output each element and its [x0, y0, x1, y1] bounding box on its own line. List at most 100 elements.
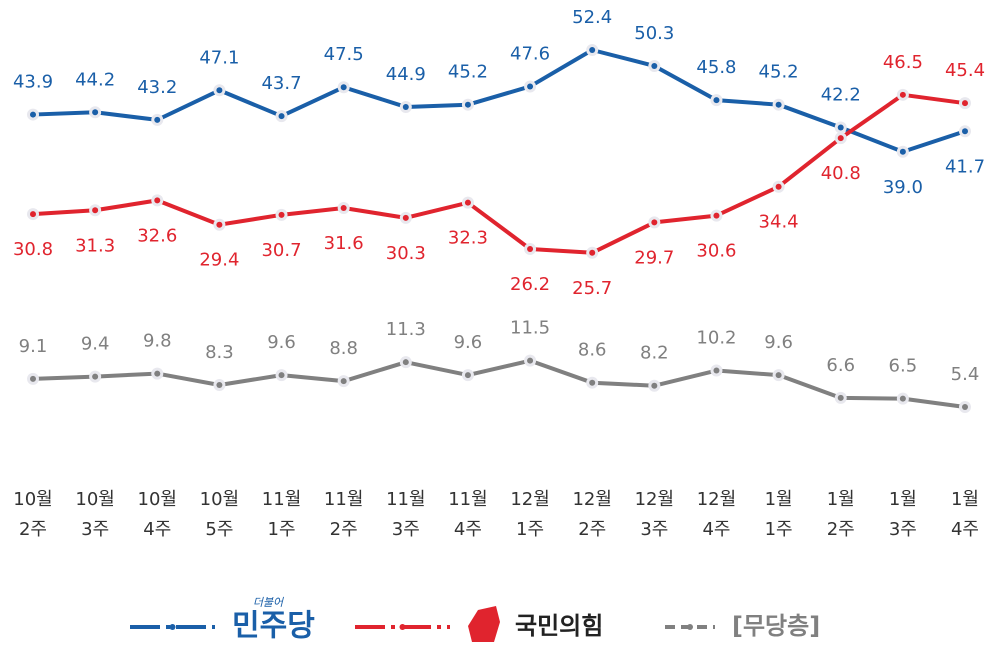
data-label: 26.2 — [510, 274, 550, 295]
legend-dot — [399, 624, 406, 630]
x-tick-label: 1월 2주 — [827, 489, 855, 540]
point — [527, 357, 534, 364]
point — [837, 124, 844, 131]
point — [278, 113, 285, 120]
data-label: 6.6 — [826, 355, 855, 376]
data-label: 45.4 — [945, 60, 985, 81]
data-label: 43.9 — [13, 72, 53, 93]
point — [527, 246, 534, 253]
x-tick-label: 12월 4주 — [697, 489, 736, 540]
x-tick-label: 1월 3주 — [889, 489, 917, 540]
data-label: 6.5 — [889, 356, 918, 377]
data-label: 29.7 — [634, 247, 674, 268]
data-label: 50.3 — [634, 23, 674, 44]
data-label: 44.9 — [386, 64, 426, 85]
data-label: 42.2 — [821, 84, 861, 105]
x-tick-label: 11월 2주 — [324, 489, 363, 540]
data-label: 45.8 — [696, 57, 736, 78]
point — [340, 84, 347, 91]
point — [92, 109, 99, 116]
data-label: 39.0 — [883, 177, 923, 198]
data-label: 45.2 — [448, 62, 488, 83]
series-line — [32, 92, 966, 255]
data-label: 32.3 — [448, 228, 488, 249]
point — [899, 148, 906, 155]
logo-caption: 더불어 — [253, 596, 285, 609]
point — [30, 111, 36, 118]
point — [464, 101, 471, 108]
data-label: 8.3 — [205, 342, 234, 363]
legend-dot — [687, 624, 693, 630]
point — [527, 83, 534, 90]
data-label: 8.8 — [329, 338, 358, 359]
legend-label: 민주당 — [232, 609, 315, 644]
point — [154, 116, 161, 123]
point — [216, 221, 223, 228]
point — [962, 128, 968, 135]
legend-label: 국민의힘 — [515, 612, 603, 640]
x-tick-label: 10월 2주 — [13, 489, 52, 540]
point — [651, 382, 658, 389]
x-tick-label: 10월 5주 — [200, 489, 239, 540]
x-tick-label: 12월 3주 — [635, 489, 674, 540]
data-label: 25.7 — [572, 278, 612, 299]
legend-dot — [169, 624, 176, 630]
point — [340, 204, 347, 211]
point — [464, 199, 471, 206]
point — [651, 62, 658, 69]
point — [962, 404, 968, 410]
data-label: 44.2 — [75, 69, 115, 90]
data-label: 5.4 — [951, 364, 980, 385]
x-tick-label: 1월 1주 — [765, 489, 793, 540]
data-label: 9.4 — [81, 334, 110, 355]
point — [651, 219, 658, 226]
point — [775, 372, 782, 379]
data-label: 29.4 — [199, 250, 239, 271]
legend-label: [무당층] — [732, 612, 820, 640]
data-label: 47.1 — [199, 47, 239, 68]
data-label: 30.8 — [13, 239, 53, 260]
data-label: 41.7 — [945, 156, 985, 177]
data-label: 9.6 — [764, 332, 793, 353]
data-label: 11.3 — [386, 319, 426, 340]
data-label: 45.2 — [759, 62, 799, 83]
party-logo — [468, 606, 500, 642]
point — [837, 135, 844, 142]
point — [713, 97, 720, 104]
data-label: 8.2 — [640, 343, 669, 364]
point — [402, 359, 409, 366]
data-label: 47.5 — [324, 44, 364, 65]
data-label: 31.3 — [75, 235, 115, 256]
data-label: 30.6 — [696, 241, 736, 262]
point — [30, 375, 36, 382]
point — [464, 372, 471, 379]
point — [154, 370, 161, 377]
data-label: 52.4 — [572, 7, 612, 28]
data-label: 40.8 — [821, 163, 861, 184]
point — [154, 197, 161, 204]
point — [402, 214, 409, 221]
x-tick-label: 11월 3주 — [386, 489, 425, 540]
point — [775, 101, 782, 108]
data-label: 30.3 — [386, 243, 426, 264]
point — [216, 381, 223, 388]
data-label: 8.6 — [578, 340, 607, 361]
data-label: 10.2 — [696, 328, 736, 349]
data-label: 47.6 — [510, 43, 550, 64]
data-label: 32.6 — [137, 225, 177, 246]
x-tick-label: 11월 4주 — [448, 489, 487, 540]
point — [92, 373, 99, 380]
point — [899, 395, 906, 402]
point — [402, 103, 409, 110]
series-line — [32, 48, 966, 154]
x-tick-label: 10월 3주 — [75, 489, 114, 540]
data-label: 43.2 — [137, 77, 177, 98]
point — [713, 367, 720, 374]
point — [589, 379, 596, 386]
x-tick-label: 1월 4주 — [951, 489, 979, 540]
data-label: 31.6 — [324, 233, 364, 254]
x-tick-label: 11월 1주 — [262, 489, 301, 540]
point — [92, 207, 99, 214]
data-label: 9.6 — [454, 332, 483, 353]
